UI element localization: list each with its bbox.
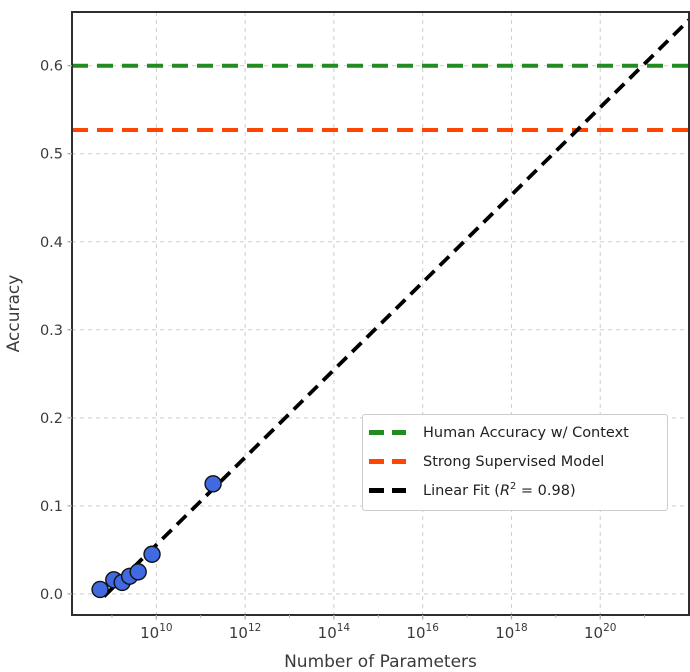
data-point xyxy=(204,475,222,493)
legend: Human Accuracy w/ Context Strong Supervi… xyxy=(362,414,668,511)
legend-label-supervised-model: Strong Supervised Model xyxy=(423,453,605,470)
plot-border xyxy=(71,11,690,616)
y-tick-label: 0.0 xyxy=(40,587,63,603)
green-dash-sample-icon xyxy=(369,430,406,435)
x-tick-label: 1016 xyxy=(406,622,439,642)
y-tick-label: 0.4 xyxy=(40,235,63,251)
black-dash-sample-icon xyxy=(369,488,406,493)
legend-label-linear-fit: Linear Fit (R2 = 0.98) xyxy=(423,480,576,499)
x-tick-label: 1018 xyxy=(495,622,527,642)
y-tick-label: 0.6 xyxy=(40,59,63,75)
x-tick-label: 1010 xyxy=(140,622,172,642)
data-point xyxy=(91,580,109,599)
y-tick-label: 0.1 xyxy=(40,499,63,515)
linear-fit-line xyxy=(102,18,690,598)
data-point xyxy=(129,563,147,581)
legend-item-supervised-model: Strong Supervised Model xyxy=(368,447,659,476)
data-point xyxy=(143,545,161,563)
y-tick-label: 0.2 xyxy=(40,411,63,427)
x-tick-label: 1020 xyxy=(584,622,616,642)
x-axis-label: Number of Parameters xyxy=(284,652,477,672)
y-tick-label: 0.3 xyxy=(40,323,63,339)
x-tick-label: 1012 xyxy=(229,622,261,642)
x-tick-label: 1014 xyxy=(318,622,351,642)
y-axis-label: Accuracy xyxy=(4,275,24,353)
orange-dash-sample-icon xyxy=(369,459,406,464)
y-tick-label: 0.5 xyxy=(40,147,63,163)
legend-item-linear-fit: Linear Fit (R2 = 0.98) xyxy=(368,476,659,505)
legend-label-human-accuracy: Human Accuracy w/ Context xyxy=(423,424,629,441)
legend-item-human-accuracy: Human Accuracy w/ Context xyxy=(368,418,659,447)
